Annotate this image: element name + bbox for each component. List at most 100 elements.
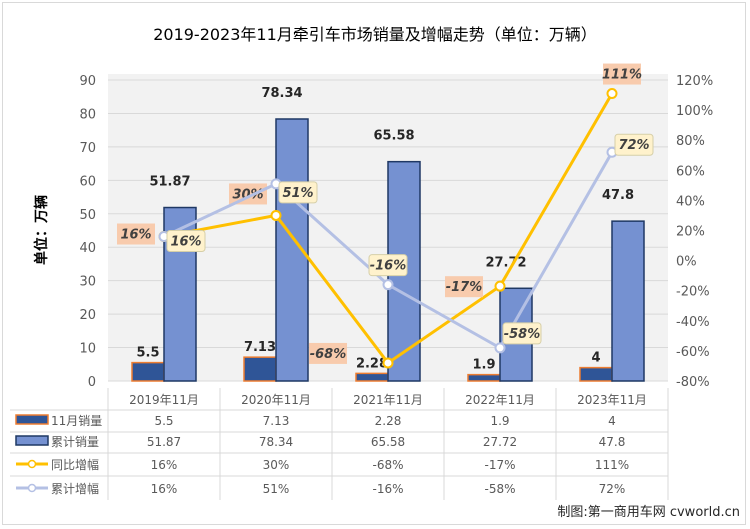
y2-tick-label: -80% [676,375,710,390]
chart-title: 2019-2023年11月牵引车市场销量及增幅走势（单位：万辆） [153,25,597,44]
y2-tick-label: 60% [676,164,705,179]
data-label-bg [278,181,318,204]
data-label-bg [445,276,483,298]
table-cell: 30% [263,458,290,472]
data-label-bg [603,63,641,85]
bar-label-cumulative: 51.87 [149,175,190,190]
data-label: 16% [170,235,201,250]
line-marker [494,280,506,292]
table-cell: -68% [372,458,403,472]
y2-tick-label: -60% [676,345,710,360]
table-cell: 47.8 [599,435,626,449]
line-marker [382,357,394,369]
table-cell: -17% [484,458,515,472]
table-cell: 5.5 [154,414,173,428]
y2-tick-label: 100% [676,104,713,119]
legend-label: 累计增幅 [51,481,99,496]
y-tick-label: 80 [79,107,96,122]
y2-tick-label: -40% [676,315,710,330]
bar-monthly [131,361,165,382]
data-label: 111% [602,68,642,83]
table-cell: 111% [595,458,629,472]
data-label: -17% [446,280,483,295]
data-label-bg [166,230,206,253]
bar-monthly [579,366,613,382]
y2-tick-label: -20% [676,285,710,300]
data-label: -68% [310,347,347,362]
y-tick-label: 90 [79,74,96,89]
line-marker [382,279,394,291]
bar-label-monthly: 1.9 [472,358,495,373]
bar-label-cumulative: 27.72 [485,255,526,270]
y2-tick-label: 80% [676,134,705,149]
y-tick-label: 30 [79,275,96,290]
data-label: 30% [232,187,263,202]
data-label-bg [502,322,542,345]
legend-marker [27,483,37,493]
y-tick-label: 60 [79,174,96,189]
legend-label: 同比增幅 [51,457,99,472]
table-cell: 7.13 [263,414,290,428]
bar-label-cumulative: 65.58 [373,129,414,144]
y2-tick-label: 40% [676,194,705,209]
bar-label-monthly: 7.13 [244,340,276,355]
y2-tick-label: 120% [676,74,713,89]
table-cell: 27.72 [483,435,517,449]
bar-label-monthly: 4 [591,351,600,366]
line-marker [270,209,282,221]
bar-label-monthly: 5.5 [136,346,159,361]
legend-marker [27,459,37,469]
bar-label-cumulative: 47.8 [602,188,634,203]
legend-key [15,435,49,446]
table-cell: 4 [608,414,616,428]
line-marker [606,88,618,100]
data-label: 51% [282,186,313,201]
bar-monthly [243,356,277,382]
table-cell: 51.87 [147,435,181,449]
table-cell: 78.34 [259,435,293,449]
data-label-bg [614,133,654,156]
table-cell: -16% [372,482,403,496]
table-cell: 65.58 [371,435,405,449]
category-label: 2020年11月 [241,393,311,407]
legend-label: 11月销量 [51,414,102,428]
y-tick-label: 0 [88,375,96,390]
bar-monthly [355,372,389,382]
table-cell: 2.28 [375,414,402,428]
table-cell: 51% [263,482,290,496]
y2-tick-label: 0% [676,255,697,270]
bar-cumulative [611,220,645,382]
legend-label: 累计销量 [51,435,99,449]
y-axis-label: 单位：万辆 [33,195,50,265]
table-cell: 72% [599,482,626,496]
footer-credit: 制图:第一商用车网 cvworld.cn [557,504,740,520]
table-cell: 16% [151,458,178,472]
table-cell: 16% [151,482,178,496]
data-label-bg [117,223,155,245]
y-tick-label: 40 [79,241,96,256]
bar-label-monthly: 2.28 [356,356,388,371]
bar-monthly [467,373,501,382]
data-label-bg [309,342,347,364]
data-label: -58% [504,327,541,342]
table-cell: 1.9 [490,414,509,428]
y-tick-label: 20 [79,308,96,323]
y2-tick-label: 20% [676,225,705,240]
y-tick-label: 10 [79,342,96,357]
category-label: 2019年11月 [129,393,199,407]
data-label-bg [368,254,408,277]
y-tick-label: 50 [79,208,96,223]
category-label: 2023年11月 [577,393,647,407]
category-label: 2021年11月 [353,393,423,407]
y-tick-label: 70 [79,141,96,156]
table-cell: -58% [484,482,515,496]
bar-label-cumulative: 78.34 [261,86,302,101]
category-label: 2022年11月 [465,393,535,407]
data-label-bg [229,183,267,205]
line-marker [494,342,506,354]
data-label: 72% [618,138,649,153]
data-label: 16% [120,228,151,243]
